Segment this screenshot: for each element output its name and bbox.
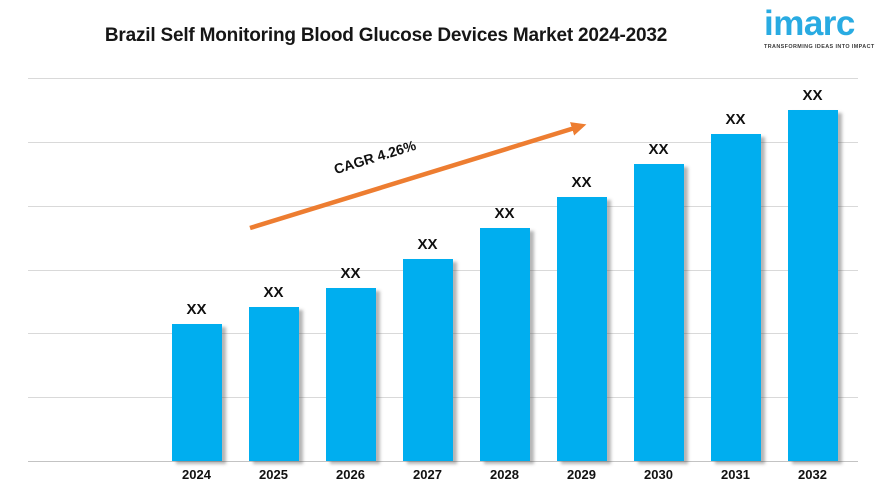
bar-2032: [787, 110, 838, 461]
bar-value-label-2027: XX: [417, 236, 438, 254]
x-tick-2028: 2028: [490, 467, 519, 482]
gridline: [28, 78, 858, 79]
bar-value-label-2029: XX: [571, 174, 592, 192]
bar-2030: [633, 164, 684, 461]
bar-value-label-2032: XX: [802, 87, 823, 105]
plot-area: CAGR 4.26% XX XX XX XX XX XX XX XX XX: [28, 78, 858, 462]
x-tick-2026: 2026: [336, 467, 365, 482]
x-tick-2025: 2025: [259, 467, 288, 482]
imarc-logo-tagline: TRANSFORMING IDEAS INTO IMPACT: [764, 43, 875, 50]
bar-slot-2028: XX: [466, 78, 543, 461]
bar-2024: [171, 324, 222, 461]
bar-value-label-2025: XX: [263, 283, 284, 301]
bar-slot-2024: XX: [158, 78, 235, 461]
bars-row: XX XX XX XX XX XX XX XX XX: [158, 78, 851, 461]
bar-value-label-2028: XX: [494, 205, 515, 223]
x-tick-2024: 2024: [182, 467, 211, 482]
bar-2026: [325, 288, 376, 461]
bar-slot-2031: XX: [697, 78, 774, 461]
bar-slot-2026: XX: [312, 78, 389, 461]
bar-2028: [479, 228, 530, 461]
x-axis-labels: 2024 2025 2026 2027 2028 2029 2030 2031 2032: [158, 467, 851, 482]
bar-slot-2029: XX: [543, 78, 620, 461]
bar-2031: [710, 133, 761, 461]
bar-value-label-2030: XX: [648, 141, 669, 159]
bar-value-label-2031: XX: [725, 110, 746, 128]
bar-2027: [402, 259, 453, 461]
bar-slot-2030: XX: [620, 78, 697, 461]
x-axis-line: [28, 461, 858, 462]
x-tick-2032: 2032: [798, 467, 827, 482]
bar-slot-2025: XX: [235, 78, 312, 461]
bar-slot-2027: XX: [389, 78, 466, 461]
bar-2025: [248, 306, 299, 461]
bar-value-label-2024: XX: [186, 301, 207, 319]
bar-slot-2032: XX: [774, 78, 851, 461]
bar-2029: [556, 197, 607, 461]
imarc-logo-wordmark: imarc: [764, 4, 855, 43]
bar-value-label-2026: XX: [340, 265, 361, 283]
x-tick-2027: 2027: [413, 467, 442, 482]
x-tick-2030: 2030: [644, 467, 673, 482]
chart-title: Brazil Self Monitoring Blood Glucose Dev…: [104, 25, 668, 46]
x-tick-2031: 2031: [721, 467, 750, 482]
x-tick-2029: 2029: [567, 467, 596, 482]
imarc-logo: imarc TRANSFORMING IDEAS INTO IMPACT: [764, 4, 875, 50]
